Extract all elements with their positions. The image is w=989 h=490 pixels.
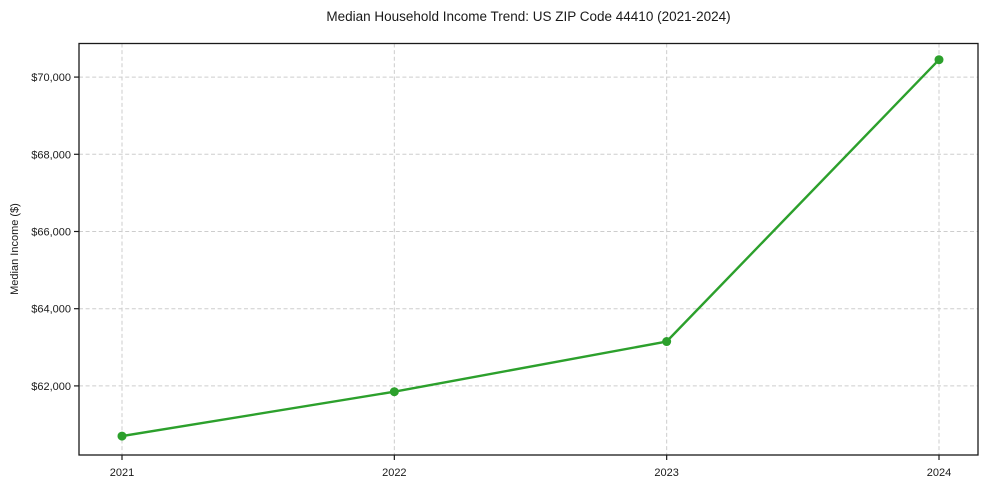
data-point <box>934 55 944 65</box>
data-point <box>117 431 127 441</box>
x-tick-label: 2023 <box>654 467 678 479</box>
x-tick-label: 2024 <box>927 467 951 479</box>
data-point <box>662 337 672 347</box>
plot-frame <box>78 42 979 456</box>
data-point <box>389 387 399 397</box>
y-tick-label: $64,000 <box>31 304 71 316</box>
y-tick-label: $66,000 <box>31 226 71 238</box>
x-tick-label: 2021 <box>110 467 134 479</box>
chart-title: Median Household Income Trend: US ZIP Co… <box>326 9 731 24</box>
y-axis-label: Median Income ($) <box>9 203 21 295</box>
x-tick-label: 2022 <box>382 467 406 479</box>
y-tick-label: $68,000 <box>31 149 71 161</box>
data-line <box>120 58 941 438</box>
y-tick-label: $70,000 <box>31 72 71 84</box>
y-tick-label: $62,000 <box>31 381 71 393</box>
